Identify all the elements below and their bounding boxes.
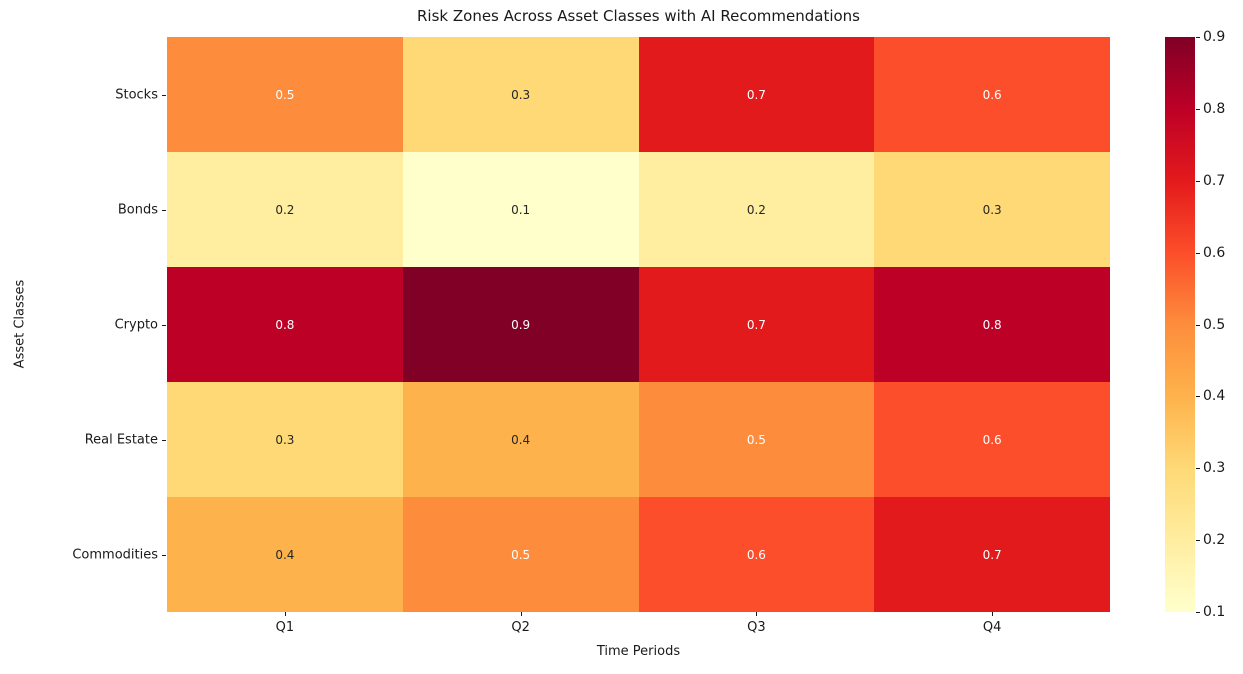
- heatmap-cell-crypto-q2: 0.9: [402, 267, 639, 382]
- colorbar-tick-label-0.9: 0.9: [1203, 29, 1226, 45]
- cell-value: 0.6: [746, 547, 766, 562]
- x-axis-label: Time Periods: [596, 644, 681, 659]
- heatmap-cell-stocks-q4: 0.6: [874, 37, 1110, 152]
- heatmap-cell-commodities-q4: 0.7: [874, 497, 1110, 612]
- cell-value: 0.6: [982, 432, 1002, 447]
- y-tick-label-commodities: Commodities: [72, 547, 158, 562]
- colorbar-tick-label-0.6: 0.6: [1203, 244, 1226, 261]
- heatmap-cell-real-estate-q3: 0.5: [638, 382, 875, 497]
- x-tick-label-q2: Q2: [511, 620, 530, 635]
- colorbar-tick-mark: [1196, 612, 1200, 613]
- colorbar-tick-mark: [1196, 180, 1200, 182]
- cell-value: 0.9: [511, 317, 531, 332]
- colorbar-tick-label-0.8: 0.8: [1203, 100, 1226, 117]
- cell-value: 0.4: [511, 432, 531, 447]
- colorbar-tick-mark: [1196, 252, 1200, 254]
- y-tick-label-stocks: Stocks: [115, 87, 158, 102]
- heatmap-cell-real-estate-q2: 0.4: [402, 382, 639, 497]
- heatmap-cell-bonds-q1: 0.2: [167, 152, 403, 267]
- cell-value: 0.3: [275, 432, 295, 447]
- cell-value: 0.5: [275, 87, 295, 102]
- x-tick-mark: [756, 612, 758, 616]
- y-tick-label-bonds: Bonds: [117, 202, 158, 217]
- heatmap-cell-bonds-q4: 0.3: [874, 152, 1110, 267]
- colorbar-tick-mark: [1196, 324, 1200, 326]
- colorbar-tick-mark: [1196, 396, 1200, 398]
- heatmap-cell-crypto-q1: 0.8: [167, 267, 403, 382]
- y-tick-mark: [162, 439, 166, 441]
- heatmap-plot: 0.5 0.3 0.7 0.6 0.2 0.1 0.2 0.3 0.8 0.9 0.7 0.8 0.3 0…: [167, 37, 1110, 612]
- colorbar-tick-mark: [1196, 540, 1200, 542]
- cell-value: 0.6: [982, 87, 1002, 102]
- colorbar: [1165, 37, 1195, 612]
- cell-value: 0.8: [275, 317, 295, 332]
- cell-value: 0.7: [746, 87, 766, 102]
- x-tick-label-q4: Q4: [982, 620, 1002, 635]
- colorbar-tick-label-0.7: 0.7: [1203, 172, 1226, 189]
- x-tick-label-q1: Q1: [275, 620, 295, 635]
- colorbar-tick-label-0.4: 0.4: [1203, 388, 1226, 405]
- x-tick-mark: [520, 612, 522, 616]
- cell-value: 0.5: [511, 547, 531, 562]
- y-tick-label-crypto: Crypto: [114, 317, 158, 332]
- heatmap-cell-commodities-q2: 0.5: [402, 497, 639, 612]
- heatmap-cell-stocks-q1: 0.5: [167, 37, 403, 152]
- heatmap-cell-commodities-q1: 0.4: [167, 497, 403, 612]
- cell-value: 0.7: [982, 547, 1002, 562]
- colorbar-tick-mark: [1196, 468, 1200, 470]
- heatmap-cell-crypto-q3: 0.7: [638, 267, 875, 382]
- cell-value: 0.3: [982, 202, 1002, 217]
- chart-title: Risk Zones Across Asset Classes with AI …: [417, 7, 860, 25]
- cell-value: 0.7: [746, 317, 766, 332]
- colorbar-tick-label-0.1: 0.1: [1203, 604, 1226, 620]
- y-tick-mark: [162, 209, 166, 211]
- cell-value: 0.4: [275, 547, 295, 562]
- cell-value: 0.2: [746, 202, 766, 217]
- heatmap-cell-real-estate-q1: 0.3: [167, 382, 403, 497]
- x-tick-mark: [992, 612, 994, 616]
- heatmap-cell-crypto-q4: 0.8: [874, 267, 1110, 382]
- cell-value: 0.2: [275, 202, 295, 217]
- y-tick-mark: [162, 324, 166, 326]
- heatmap-cell-bonds-q2: 0.1: [402, 152, 639, 267]
- colorbar-tick-label-0.3: 0.3: [1203, 460, 1226, 477]
- colorbar-tick-mark: [1196, 37, 1200, 38]
- y-tick-mark: [162, 554, 166, 556]
- x-tick-label-q3: Q3: [747, 620, 766, 635]
- colorbar-tick-label-0.2: 0.2: [1203, 532, 1226, 549]
- heatmap-cell-commodities-q3: 0.6: [638, 497, 875, 612]
- heatmap-cell-stocks-q3: 0.7: [638, 37, 875, 152]
- heatmap-cell-stocks-q2: 0.3: [402, 37, 639, 152]
- heatmap-cell-bonds-q3: 0.2: [638, 152, 875, 267]
- y-tick-label-real-estate: Real Estate: [84, 432, 158, 447]
- colorbar-tick-mark: [1196, 108, 1200, 110]
- cell-value: 0.8: [982, 317, 1002, 332]
- cell-value: 0.3: [511, 87, 531, 102]
- y-tick-mark: [162, 94, 166, 96]
- cell-value: 0.1: [511, 202, 531, 217]
- heatmap-cell-real-estate-q4: 0.6: [874, 382, 1110, 497]
- cell-value: 0.5: [746, 432, 766, 447]
- x-tick-mark: [284, 612, 286, 616]
- colorbar-tick-label-0.5: 0.5: [1203, 316, 1226, 333]
